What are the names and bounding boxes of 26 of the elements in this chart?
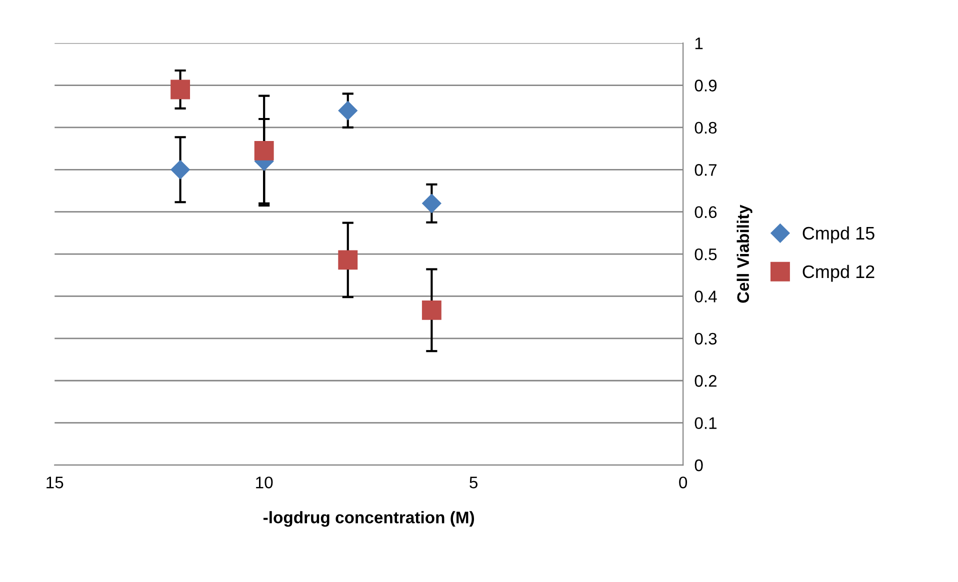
point: [422, 300, 442, 320]
y-axis-title: Cell Viability: [736, 204, 752, 303]
point: [170, 160, 190, 180]
y-tick-label: 0.6: [694, 206, 717, 218]
point: [338, 250, 358, 270]
y-tick-label: 1: [695, 38, 703, 50]
x-tick-label: 10: [256, 476, 273, 488]
y-tick-label: 0.9: [694, 80, 717, 92]
x-tick-label: 0: [679, 476, 688, 488]
y-tick-label: 0.3: [694, 332, 717, 345]
y-tick-label: 0.8: [694, 122, 717, 134]
x-tick-label: 15: [46, 476, 64, 488]
y-tick-label: 0.2: [694, 375, 716, 387]
y-tick-label: 0.4: [694, 290, 717, 302]
legend-label: Cmpd 12: [802, 264, 874, 282]
point: [338, 101, 358, 120]
x-axis-title: -logdrug concentration (M): [263, 511, 474, 527]
y-tick-label: 0.1: [694, 417, 717, 430]
y-tick-label: 0.5: [694, 248, 717, 260]
point: [170, 80, 190, 100]
point: [254, 140, 274, 160]
point: [422, 194, 442, 213]
y-tick-label: 0.7: [694, 164, 716, 176]
x-tick-label: 5: [470, 476, 478, 488]
legend-label: Cmpd 15: [802, 226, 874, 244]
y-tick-label: 0: [694, 459, 703, 472]
